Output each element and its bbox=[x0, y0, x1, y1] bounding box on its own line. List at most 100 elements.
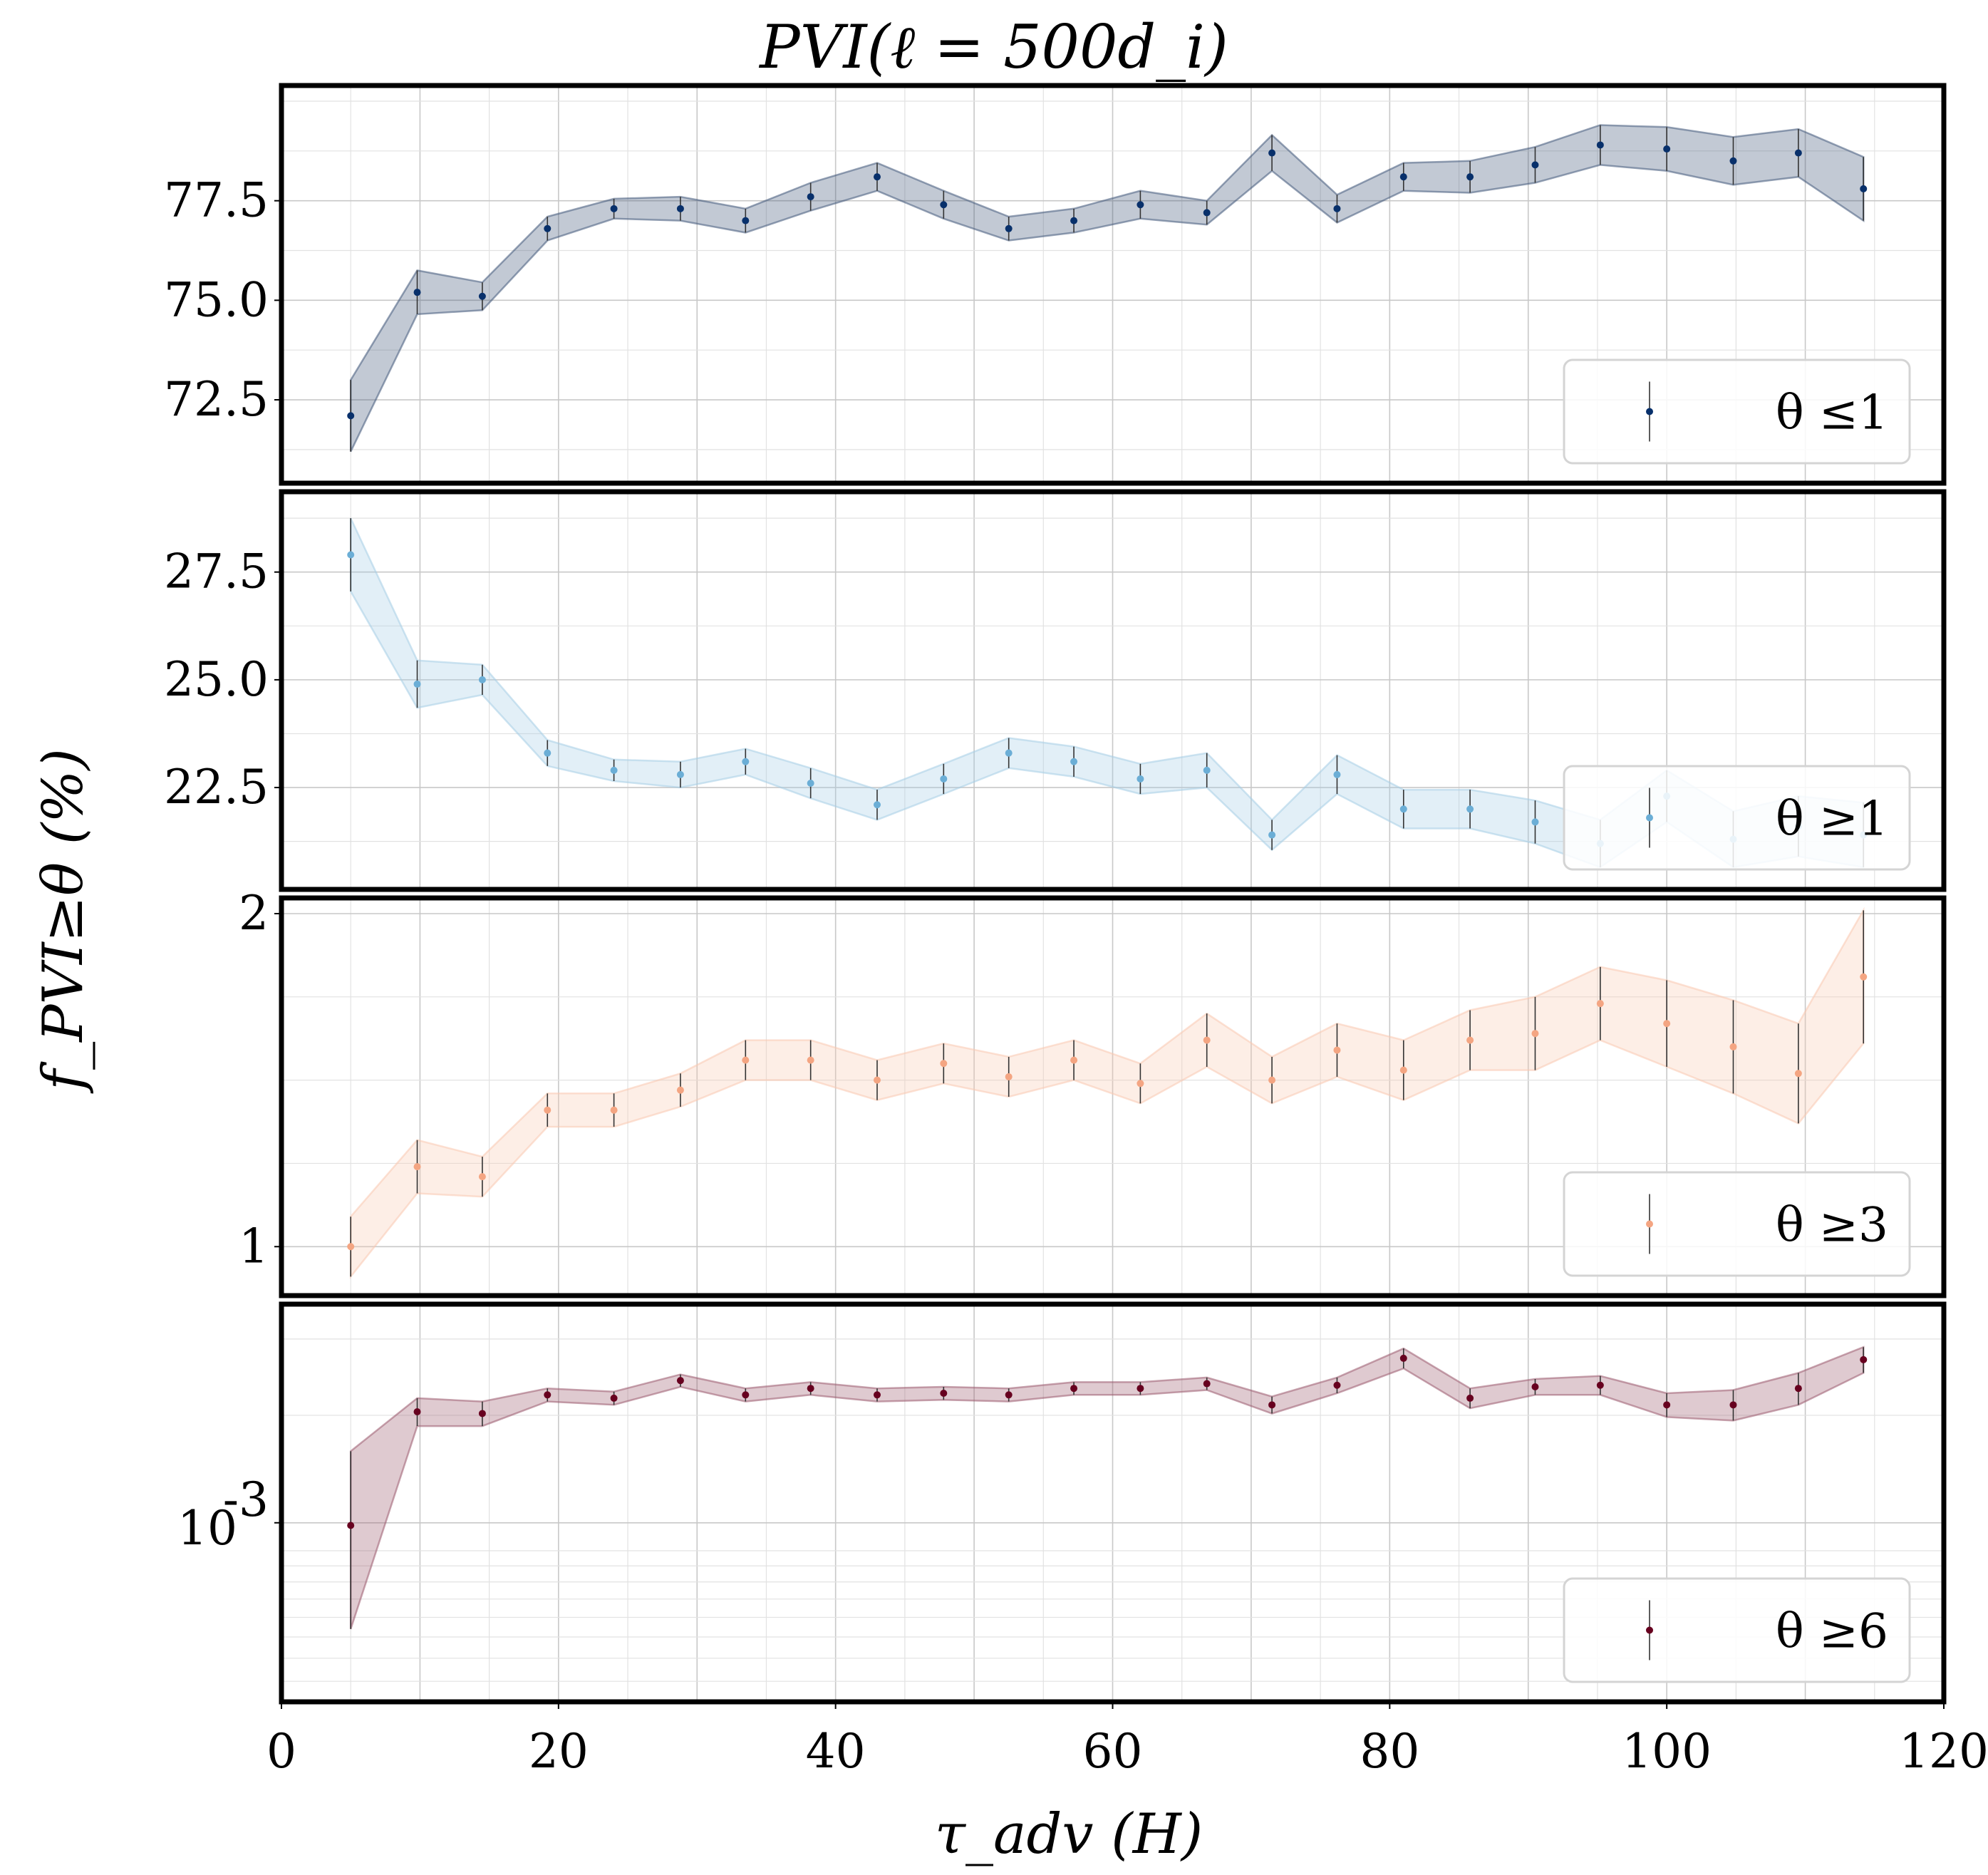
data-point bbox=[1663, 1401, 1671, 1409]
data-point bbox=[1005, 224, 1013, 232]
y-tick-label: 25.0 bbox=[164, 652, 269, 707]
data-point bbox=[1268, 831, 1276, 839]
legend-box bbox=[1563, 358, 1911, 465]
data-point bbox=[1268, 149, 1276, 157]
y-tick-label: 27.5 bbox=[164, 544, 269, 599]
data-point bbox=[1268, 1401, 1276, 1409]
data-point bbox=[1729, 1043, 1737, 1050]
data-point bbox=[742, 1391, 750, 1399]
y-tick-label: 77.5 bbox=[164, 173, 269, 228]
data-point bbox=[413, 680, 421, 688]
legend-label: θ ≥6 bbox=[1776, 1604, 1888, 1659]
x-tick-label: 0 bbox=[266, 1724, 296, 1779]
data-point bbox=[347, 1522, 355, 1529]
data-point bbox=[807, 1056, 814, 1064]
data-point bbox=[1070, 1385, 1078, 1393]
data-point bbox=[347, 1243, 355, 1251]
data-point bbox=[1663, 1020, 1671, 1028]
data-point bbox=[676, 1377, 684, 1385]
data-point bbox=[940, 1390, 948, 1398]
data-point bbox=[1860, 1355, 1868, 1363]
panel-frame bbox=[279, 489, 1947, 892]
data-point bbox=[1203, 766, 1211, 774]
chart-title: PVI(ℓ = 500d_i) bbox=[758, 12, 1228, 82]
data-point bbox=[478, 1410, 486, 1417]
data-point bbox=[1531, 1030, 1539, 1038]
data-point bbox=[1596, 1381, 1604, 1389]
data-point bbox=[1663, 145, 1671, 153]
data-point bbox=[478, 292, 486, 300]
y-tick-label: 75.0 bbox=[164, 272, 269, 327]
data-point bbox=[1729, 157, 1737, 165]
panel-4: 10-3 θ ≥6 bbox=[177, 1301, 1947, 1705]
data-point bbox=[1137, 1385, 1144, 1393]
legend-box bbox=[1563, 765, 1911, 871]
legend: θ ≥3 bbox=[1563, 1171, 1911, 1277]
data-point bbox=[1466, 173, 1474, 181]
x-axis-title: τ_adv (H) bbox=[935, 1802, 1203, 1866]
legend-marker bbox=[1646, 1626, 1653, 1634]
data-point bbox=[1333, 205, 1341, 212]
data-point bbox=[1794, 1385, 1802, 1393]
panel-1: 72.5 75.0 77.5 θ ≤1 bbox=[164, 83, 1947, 486]
data-point bbox=[413, 289, 421, 296]
legend: θ ≥1 bbox=[1563, 765, 1911, 871]
data-point bbox=[347, 412, 355, 420]
data-point bbox=[1203, 1036, 1211, 1044]
x-tick-label: 80 bbox=[1360, 1724, 1419, 1779]
data-point bbox=[478, 1173, 486, 1181]
data-point bbox=[544, 224, 552, 232]
data-point bbox=[742, 217, 750, 224]
legend: θ ≥6 bbox=[1563, 1577, 1911, 1683]
legend-marker bbox=[1646, 408, 1653, 415]
legend-marker bbox=[1646, 1220, 1653, 1228]
x-tick-label: 40 bbox=[806, 1724, 866, 1779]
data-point bbox=[676, 770, 684, 778]
data-point bbox=[1137, 1080, 1144, 1088]
y-tick-label: 72.5 bbox=[164, 372, 269, 427]
data-point bbox=[1005, 1391, 1013, 1399]
error-band bbox=[349, 1345, 1865, 1630]
data-point bbox=[940, 775, 948, 782]
data-point bbox=[1531, 818, 1539, 826]
data-point bbox=[742, 1056, 750, 1064]
data-point bbox=[1794, 149, 1802, 157]
data-point bbox=[1005, 749, 1013, 757]
x-tick-label: 60 bbox=[1083, 1724, 1143, 1779]
data-point bbox=[1203, 1380, 1211, 1388]
panel-frame bbox=[279, 83, 1947, 486]
data-point bbox=[544, 749, 552, 757]
data-point bbox=[676, 1086, 684, 1094]
data-point bbox=[873, 1391, 881, 1399]
data-point bbox=[1399, 1354, 1407, 1362]
data-point bbox=[544, 1391, 552, 1399]
data-point bbox=[807, 193, 814, 201]
data-point bbox=[1070, 758, 1078, 765]
y-tick-label: 10 bbox=[177, 1501, 237, 1556]
data-point bbox=[807, 780, 814, 787]
data-point bbox=[1794, 1070, 1802, 1078]
data-point bbox=[1268, 1076, 1276, 1084]
data-point bbox=[873, 173, 881, 181]
data-point bbox=[1596, 141, 1604, 149]
panel-2: 22.5 25.0 27.5 θ ≥1 bbox=[164, 489, 1947, 892]
data-point bbox=[1466, 1036, 1474, 1044]
data-point bbox=[413, 1163, 421, 1171]
data-point bbox=[1729, 1401, 1737, 1409]
data-point bbox=[1137, 775, 1144, 782]
data-point bbox=[1203, 209, 1211, 217]
data-point bbox=[1399, 805, 1407, 813]
legend-box bbox=[1563, 1171, 1911, 1277]
data-point bbox=[873, 1076, 881, 1084]
data-point bbox=[1860, 185, 1868, 192]
data-point bbox=[544, 1106, 552, 1114]
data-point bbox=[610, 1106, 618, 1114]
y-tick-label: 22.5 bbox=[164, 760, 269, 815]
data-point bbox=[742, 758, 750, 765]
data-point bbox=[610, 1394, 618, 1402]
legend: θ ≤1 bbox=[1563, 358, 1911, 465]
x-tick-label: 20 bbox=[529, 1724, 589, 1779]
legend-label: θ ≥3 bbox=[1776, 1198, 1888, 1253]
data-point bbox=[1070, 1056, 1078, 1064]
